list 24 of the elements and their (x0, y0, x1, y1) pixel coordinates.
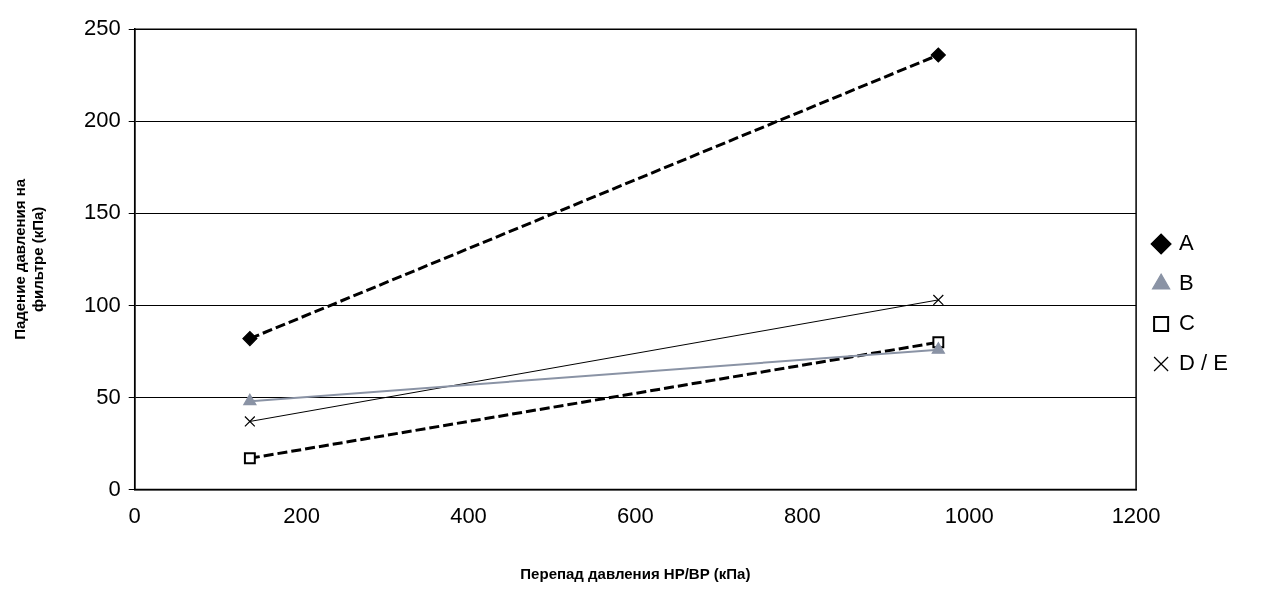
point (932, 294, 944, 306)
point (243, 452, 256, 465)
y-tick-label: 50 (96, 383, 121, 409)
y-tick-label: 150 (83, 199, 121, 225)
legend-label: A (1179, 230, 1195, 256)
x-tick-label: 600 (617, 502, 654, 528)
x-tick-label: 800 (783, 502, 821, 528)
y-axis-title: Падение давления на фильтре (кПа) (11, 178, 47, 340)
x-tick-label: 0 (128, 502, 141, 528)
legend-label: B (1179, 270, 1194, 296)
point (242, 330, 258, 347)
point (244, 415, 256, 428)
y-tick-label: 250 (83, 15, 121, 41)
x-axis-title: Перепад давления НР/ВР (кПа) (520, 565, 751, 583)
x-tick-label: 200 (283, 502, 320, 528)
y-tick-label: 0 (108, 475, 121, 501)
x-tick-label: 1000 (944, 502, 994, 528)
x-tick-label: 1200 (1111, 502, 1161, 528)
y-tick-label: 100 (83, 291, 121, 317)
x-tick-label: 400 (450, 502, 487, 528)
legend-label: D / E (1179, 350, 1229, 376)
y-tick-label: 200 (83, 107, 121, 133)
legend-label: C (1179, 310, 1196, 336)
point (930, 47, 946, 63)
